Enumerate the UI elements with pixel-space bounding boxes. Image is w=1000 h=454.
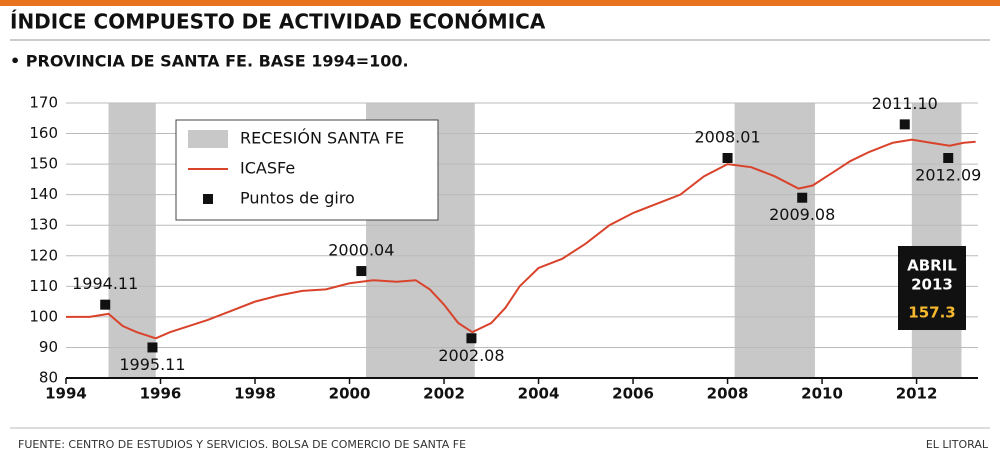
- callout-value: 157.3: [908, 304, 955, 322]
- chart-subtitle: • PROVINCIA DE SANTA FE. BASE 1994=100.: [10, 52, 409, 71]
- y-tick-label: 80: [39, 369, 58, 387]
- point-label: 2011.10: [872, 94, 938, 113]
- legend-swatch: [203, 194, 213, 204]
- series-line: [66, 138, 976, 340]
- y-tick-label: 150: [29, 155, 58, 173]
- y-tick-label: 140: [29, 185, 58, 203]
- turning-point: [356, 266, 367, 277]
- point-label: 1995.11: [119, 355, 185, 374]
- y-tick-label: 90: [39, 338, 58, 356]
- x-tick-label: 2004: [518, 385, 560, 403]
- turning-point: [722, 153, 733, 163]
- y-tick-label: 120: [29, 246, 58, 264]
- x-tick-label: 2000: [329, 385, 371, 403]
- x-tick-label: 1998: [234, 385, 276, 403]
- y-tick-label: 160: [29, 124, 58, 142]
- y-tick-label: 170: [29, 94, 58, 112]
- point-label: 2009.08: [769, 205, 835, 224]
- callout-month: ABRIL: [907, 257, 957, 275]
- turning-point: [797, 192, 808, 203]
- point-label: 2008.01: [694, 128, 760, 147]
- legend-label: Puntos de giro: [240, 189, 355, 208]
- legend-label: RECESIÓN SANTA FE: [240, 129, 404, 148]
- turning-point: [147, 342, 158, 353]
- recession-band: [734, 103, 815, 378]
- y-tick-label: 110: [29, 277, 58, 295]
- turning-point: [466, 333, 477, 344]
- top-bar: [0, 0, 1000, 6]
- source: FUENTE: CENTRO DE ESTUDIOS Y SERVICIOS. …: [18, 438, 466, 451]
- point-label: 2000.04: [328, 241, 394, 260]
- point-label: 1994.11: [72, 274, 138, 293]
- legend-swatch: [188, 130, 228, 148]
- turning-point: [943, 153, 954, 163]
- legend-label: ICASFe: [240, 159, 295, 178]
- point-label: 2012.09: [915, 166, 981, 185]
- credit: EL LITORAL: [926, 438, 989, 451]
- recession-band: [911, 103, 962, 378]
- turning-point: [100, 299, 111, 310]
- x-tick-label: 2010: [801, 385, 843, 403]
- callout-box: [898, 246, 966, 330]
- x-tick-label: 2006: [612, 385, 654, 403]
- x-tick-label: 2008: [707, 385, 749, 403]
- callout-year: 2013: [911, 276, 953, 294]
- y-tick-label: 130: [29, 216, 58, 234]
- x-tick-label: 1996: [140, 385, 182, 403]
- chart-title: ÍNDICE COMPUESTO DE ACTIVIDAD ECONÓMICA: [10, 10, 546, 34]
- x-tick-label: 2012: [896, 385, 938, 403]
- x-tick-label: 2002: [423, 385, 465, 403]
- point-label: 2002.08: [438, 346, 504, 365]
- y-tick-label: 100: [29, 307, 58, 325]
- x-tick-label: 1994: [45, 385, 87, 403]
- turning-point: [899, 119, 910, 130]
- recession-band: [108, 103, 156, 378]
